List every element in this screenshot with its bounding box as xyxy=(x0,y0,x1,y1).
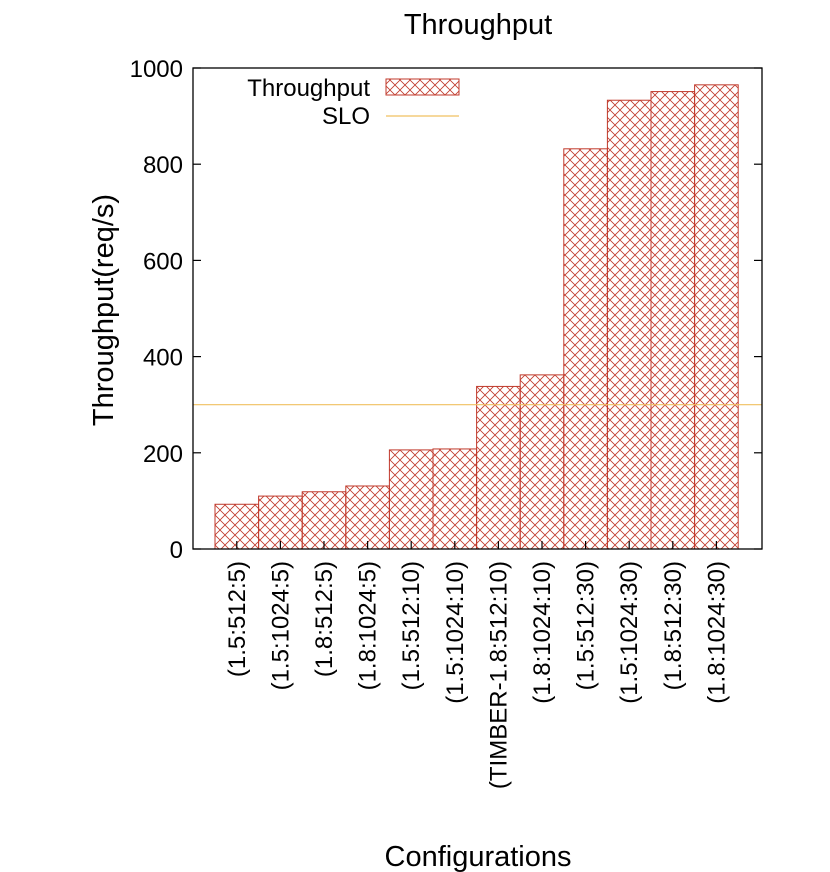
y-axis: 0 200 400 600 800 1000 xyxy=(130,56,762,564)
x-tick-label-5: (1.5:512:10) xyxy=(398,561,425,690)
x-tick-label-8: (1.8:1024:10) xyxy=(529,561,556,704)
bar-9 xyxy=(563,148,608,550)
bar-12 xyxy=(694,84,739,550)
y-tick-label-400: 400 xyxy=(143,345,183,372)
x-tick-label-1: (1.5:512:5) xyxy=(224,561,251,677)
bar-8 xyxy=(519,374,565,550)
bar-4 xyxy=(345,485,390,550)
x-axis-label: Configurations xyxy=(385,841,572,872)
x-tick-label-10: (1.5:1024:30) xyxy=(616,561,643,704)
x-tick-label-7: (TIMBER-1.8:512:10) xyxy=(485,561,512,789)
bar-2 xyxy=(258,495,303,550)
y-tick-label-200: 200 xyxy=(143,441,183,468)
x-tick-label-12: (1.8:1024:30) xyxy=(703,561,730,704)
bar-10 xyxy=(606,99,652,550)
bars-group xyxy=(214,84,739,550)
bar-6 xyxy=(432,448,478,550)
y-tick-label-0: 0 xyxy=(170,537,183,564)
legend: Throughput SLO xyxy=(247,75,460,130)
x-axis: (1.5:512:5) (1.5:1024:5) (1.8:512:5) (1.8:1… xyxy=(224,541,730,789)
x-tick-label-11: (1.8:512:30) xyxy=(660,561,687,690)
legend-label-slo: SLO xyxy=(322,103,370,130)
x-tick-label-9: (1.5:512:30) xyxy=(573,561,600,690)
x-tick-label-6: (1.5:1024:10) xyxy=(442,561,469,704)
x-tick-label-4: (1.8:1024:5) xyxy=(355,561,382,690)
legend-swatch-throughput xyxy=(385,78,460,96)
bar-7 xyxy=(476,385,521,550)
y-tick-label-600: 600 xyxy=(143,248,183,275)
bar-11 xyxy=(650,91,696,550)
y-axis-label: Throughput(req/s) xyxy=(88,194,120,426)
legend-label-throughput: Throughput xyxy=(247,75,370,102)
x-tick-label-2: (1.5:1024:5) xyxy=(267,561,294,690)
bar-3 xyxy=(301,491,347,550)
y-tick-label-800: 800 xyxy=(143,152,183,179)
bar-5 xyxy=(388,449,434,550)
y-tick-label-1000: 1000 xyxy=(130,56,183,83)
x-tick-label-3: (1.8:512:5) xyxy=(311,561,338,677)
plot-frame xyxy=(192,67,763,550)
chart-title: Throughput xyxy=(404,9,552,41)
